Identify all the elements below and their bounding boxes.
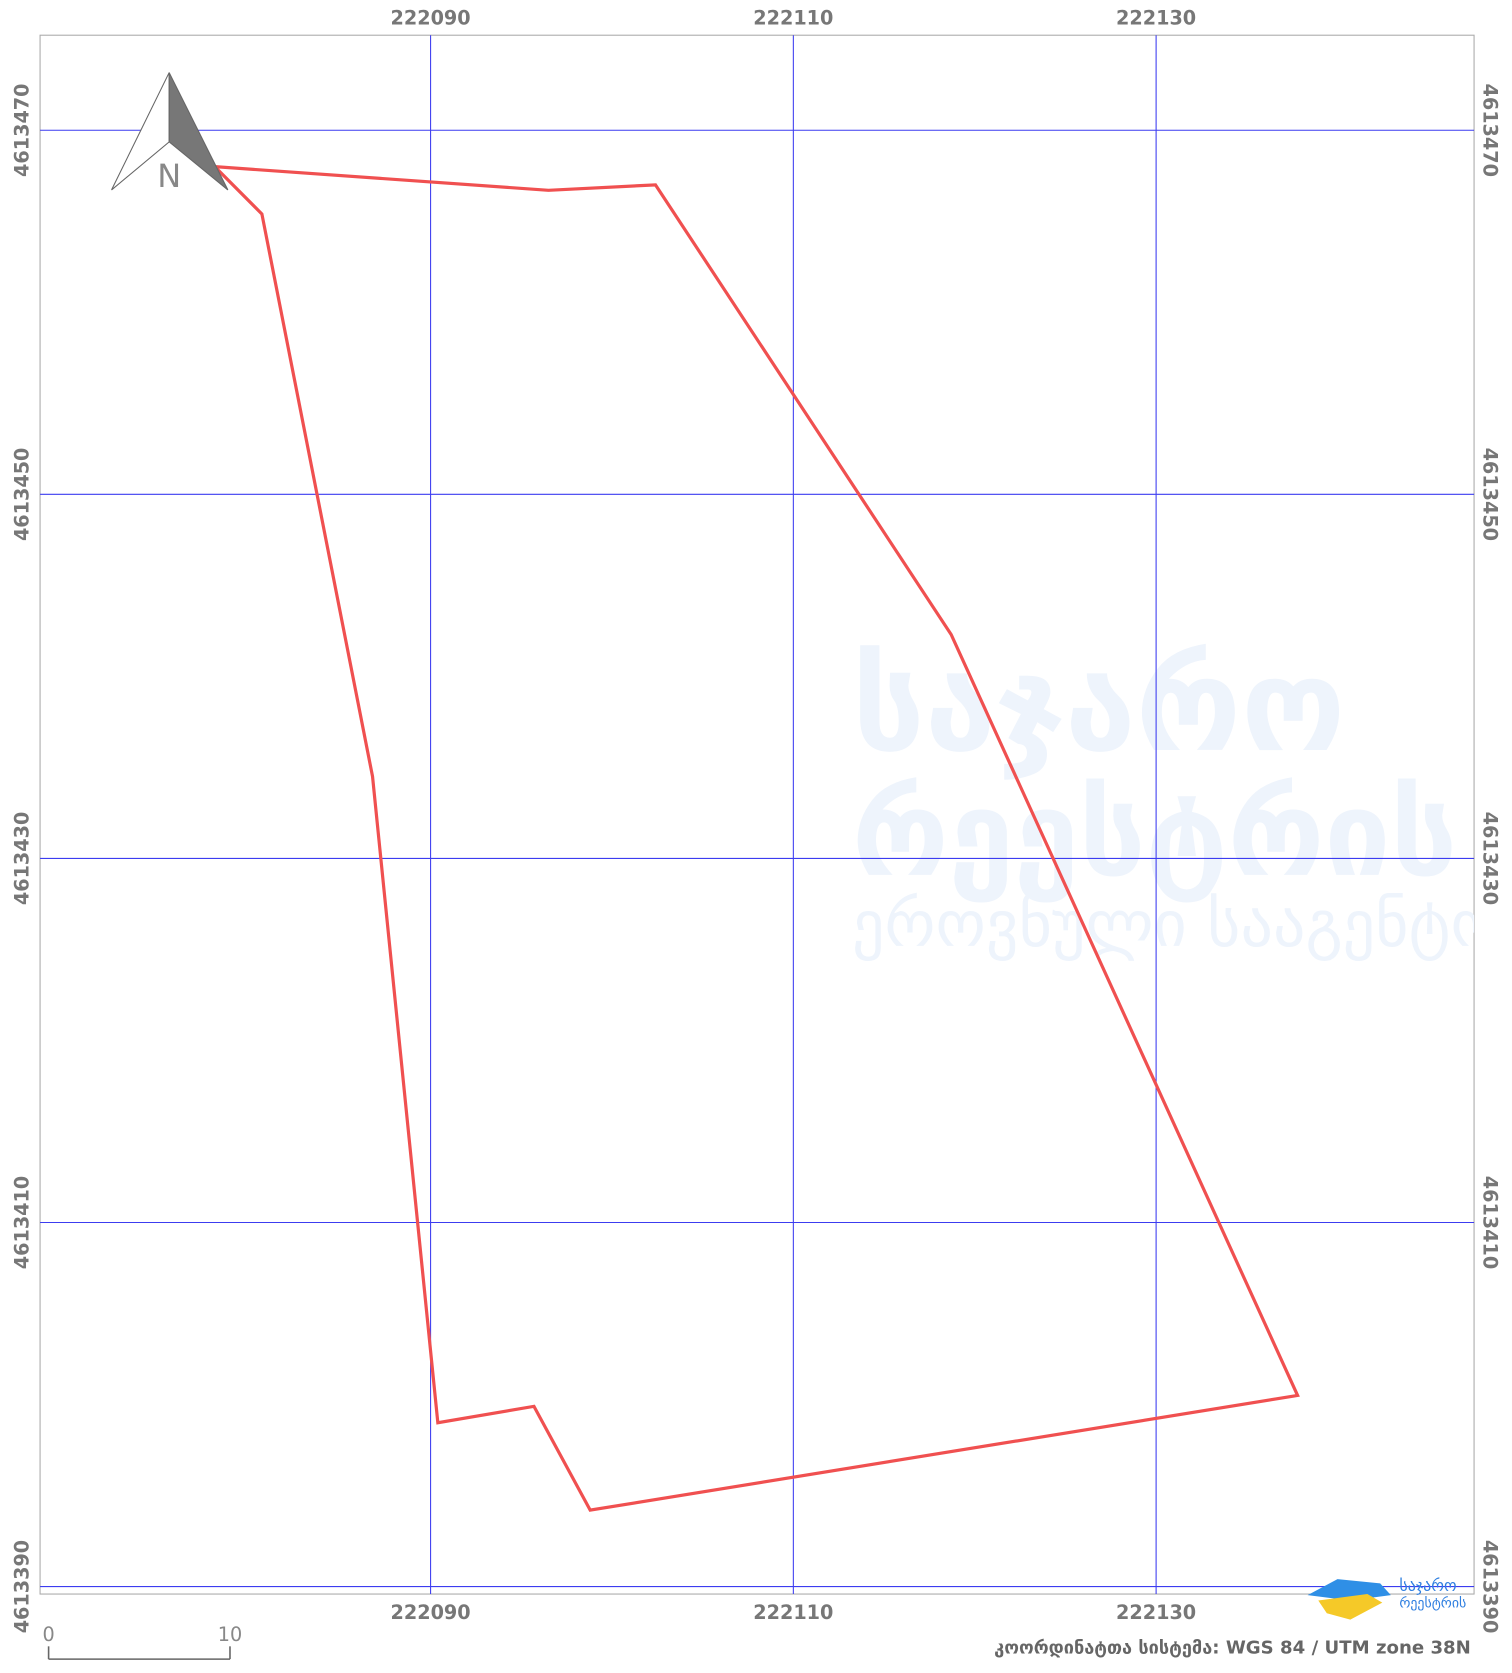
logo-shape xyxy=(1318,1594,1383,1620)
logo-text: საჯარო xyxy=(1399,1576,1456,1595)
y-tick-label: 4613470 xyxy=(10,84,33,177)
y-tick-label: 4613390 xyxy=(1479,1540,1502,1633)
x-tick-label: 222130 xyxy=(1116,7,1196,30)
x-tick-label: 222110 xyxy=(753,7,833,30)
x-tick-label: 222110 xyxy=(753,1601,833,1624)
watermark-text: რეესტრის xyxy=(852,766,1457,903)
north-arrow-right xyxy=(168,72,229,191)
y-tick-label: 4613390 xyxy=(10,1540,33,1633)
y-tick-label: 4613450 xyxy=(10,448,33,541)
logo: საჯარო რეესტრის xyxy=(1307,1576,1466,1620)
scale-label: 10 xyxy=(218,1623,242,1646)
logo-shape xyxy=(1307,1579,1391,1601)
x-tick-label: 222130 xyxy=(1116,1601,1196,1624)
parcel-boundary xyxy=(210,164,1300,1512)
y-tick-label: 4613430 xyxy=(1479,812,1502,905)
watermark-text: საჯარო xyxy=(852,632,1345,781)
north-arrow: N xyxy=(111,72,229,195)
y-tick-label: 4613410 xyxy=(1479,1176,1502,1269)
x-tick-label: 222090 xyxy=(391,7,471,30)
y-tick-label: 4613430 xyxy=(10,812,33,905)
watermark: საჯარო რეესტრის ეროვნული სააგენტო xyxy=(852,632,1501,962)
x-tick-label: 222090 xyxy=(391,1601,471,1624)
crs-label: კოორდინატთა სისტემა: WGS 84 / UTM zone 3… xyxy=(994,1637,1471,1658)
logo-text: რეესტრის xyxy=(1399,1595,1466,1612)
y-tick-label: 4613410 xyxy=(10,1176,33,1269)
y-tick-label: 4613470 xyxy=(1479,84,1502,177)
watermark-text: ეროვნული სააგენტო xyxy=(852,888,1501,962)
scale-label: 0 xyxy=(42,1623,54,1646)
north-label: N xyxy=(157,157,181,195)
y-tick-label: 4613450 xyxy=(1479,448,1502,541)
map-layer: 222090 222090 222110 222110 222130 222130 4613… xyxy=(10,7,1501,1634)
